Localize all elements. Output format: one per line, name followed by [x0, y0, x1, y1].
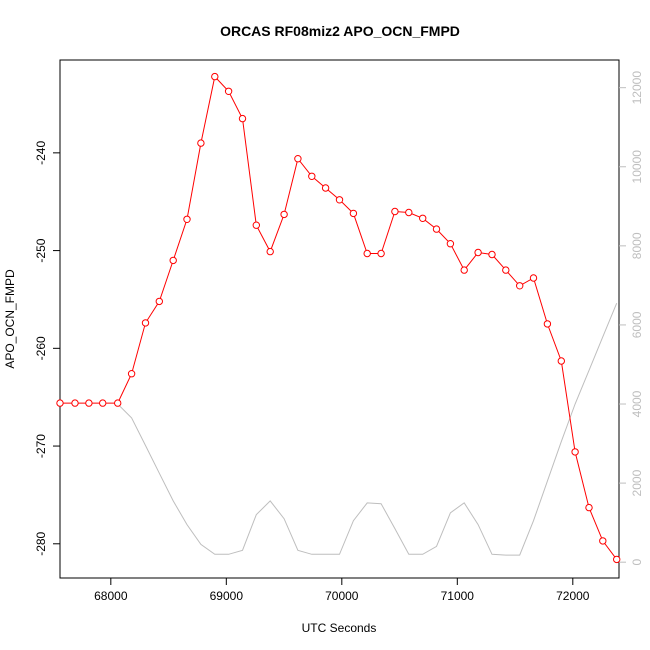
data-point — [529, 274, 538, 282]
data-point — [516, 282, 524, 290]
data-point — [335, 196, 344, 204]
x-axis-label: UTC Seconds — [302, 621, 377, 635]
series-line-right — [117, 303, 618, 556]
y2-tick-label: 2000 — [630, 469, 644, 496]
data-point — [183, 215, 191, 224]
data-point — [169, 256, 177, 265]
data-point — [127, 370, 136, 378]
y-axis: -280 -270 -260 -250 -240 — [34, 141, 60, 556]
data-point — [99, 399, 107, 407]
data-point — [488, 250, 496, 259]
y2-tick-label: 10000 — [630, 150, 644, 184]
data-point — [308, 172, 316, 181]
y2-axis: 0 2000 4000 6000 8000 10000 12000 — [619, 71, 644, 566]
chart-title: ORCAS RF08miz2 APO_OCN_FMPD — [220, 23, 460, 39]
data-point — [543, 320, 552, 328]
data-point — [155, 297, 164, 306]
data-point — [391, 207, 399, 216]
data-point — [211, 72, 219, 81]
data-point — [294, 155, 302, 163]
data-point — [613, 555, 621, 564]
y-tick-label: -270 — [34, 434, 48, 458]
data-point — [280, 210, 288, 219]
data-point — [266, 247, 274, 256]
data-point — [557, 357, 565, 365]
data-point — [114, 399, 122, 407]
data-point — [141, 319, 150, 327]
y-tick-label: -280 — [34, 531, 48, 555]
y-tick-label: -240 — [34, 141, 48, 165]
data-point — [474, 248, 482, 257]
x-axis: 68000 69000 70000 71000 72000 — [94, 578, 590, 603]
series-line-left — [60, 75, 618, 560]
y-axis-label: APO_OCN_FMPD — [3, 269, 17, 369]
data-point — [502, 266, 510, 274]
series-layer — [56, 72, 621, 564]
data-point — [349, 209, 358, 218]
data-point — [321, 184, 330, 192]
x-tick-label: 72000 — [556, 589, 590, 603]
data-point — [432, 225, 441, 233]
x-tick-label: 70000 — [325, 589, 359, 603]
y2-tick-label: 4000 — [630, 390, 644, 417]
data-point — [197, 139, 205, 147]
data-point — [224, 87, 233, 96]
y2-tick-label: 8000 — [630, 232, 644, 259]
data-point — [585, 503, 593, 512]
data-point — [446, 240, 455, 248]
y2-tick-label: 12000 — [630, 71, 644, 105]
data-point — [377, 249, 385, 258]
data-point — [71, 399, 79, 407]
data-point — [238, 114, 247, 123]
plot-frame — [59, 59, 620, 579]
y-tick-label: -260 — [34, 336, 48, 360]
x-tick-label: 71000 — [441, 589, 475, 603]
y2-tick-label: 6000 — [630, 311, 644, 338]
data-point — [252, 221, 260, 229]
data-point — [405, 208, 413, 217]
y2-tick-label: 0 — [630, 559, 644, 566]
data-point — [599, 537, 607, 545]
y-tick-label: -250 — [34, 238, 48, 262]
data-point — [571, 448, 579, 456]
data-point — [419, 214, 427, 223]
x-tick-label: 69000 — [210, 589, 244, 603]
data-point — [85, 399, 93, 407]
x-tick-label: 68000 — [94, 589, 128, 603]
data-point — [460, 266, 468, 274]
data-point — [363, 249, 371, 258]
data-point — [56, 399, 64, 407]
